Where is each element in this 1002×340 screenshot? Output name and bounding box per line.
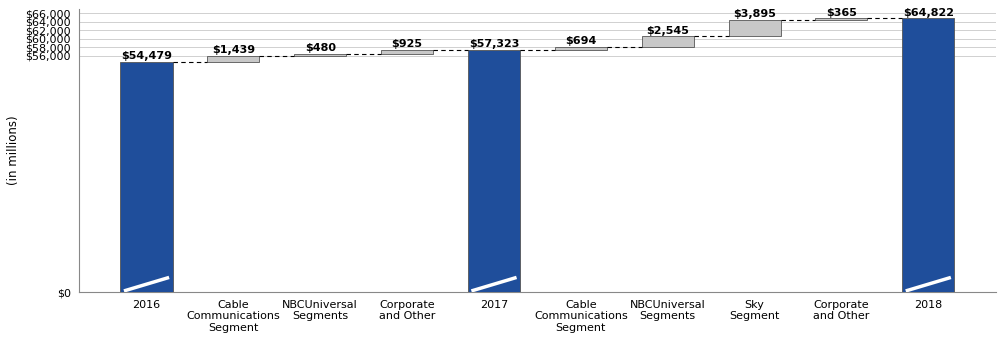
Text: $54,479: $54,479 <box>121 51 172 61</box>
Bar <box>120 62 172 292</box>
Bar <box>902 18 954 292</box>
Bar <box>641 36 693 47</box>
Text: $57,323: $57,323 <box>468 39 519 49</box>
Text: $1,439: $1,439 <box>211 45 255 55</box>
Bar <box>727 20 780 36</box>
Text: $365: $365 <box>826 7 856 18</box>
Text: $480: $480 <box>305 43 336 53</box>
Text: $64,822: $64,822 <box>902 7 953 18</box>
Text: $694: $694 <box>564 36 596 46</box>
Bar <box>207 56 260 62</box>
Bar <box>468 50 519 292</box>
Bar <box>815 18 867 20</box>
Text: $925: $925 <box>391 39 422 49</box>
Y-axis label: (in millions): (in millions) <box>7 116 20 186</box>
Bar <box>381 50 433 54</box>
Text: $2,545: $2,545 <box>645 26 688 36</box>
Bar <box>554 47 606 50</box>
Text: $3,895: $3,895 <box>732 9 776 19</box>
Bar <box>294 54 346 56</box>
